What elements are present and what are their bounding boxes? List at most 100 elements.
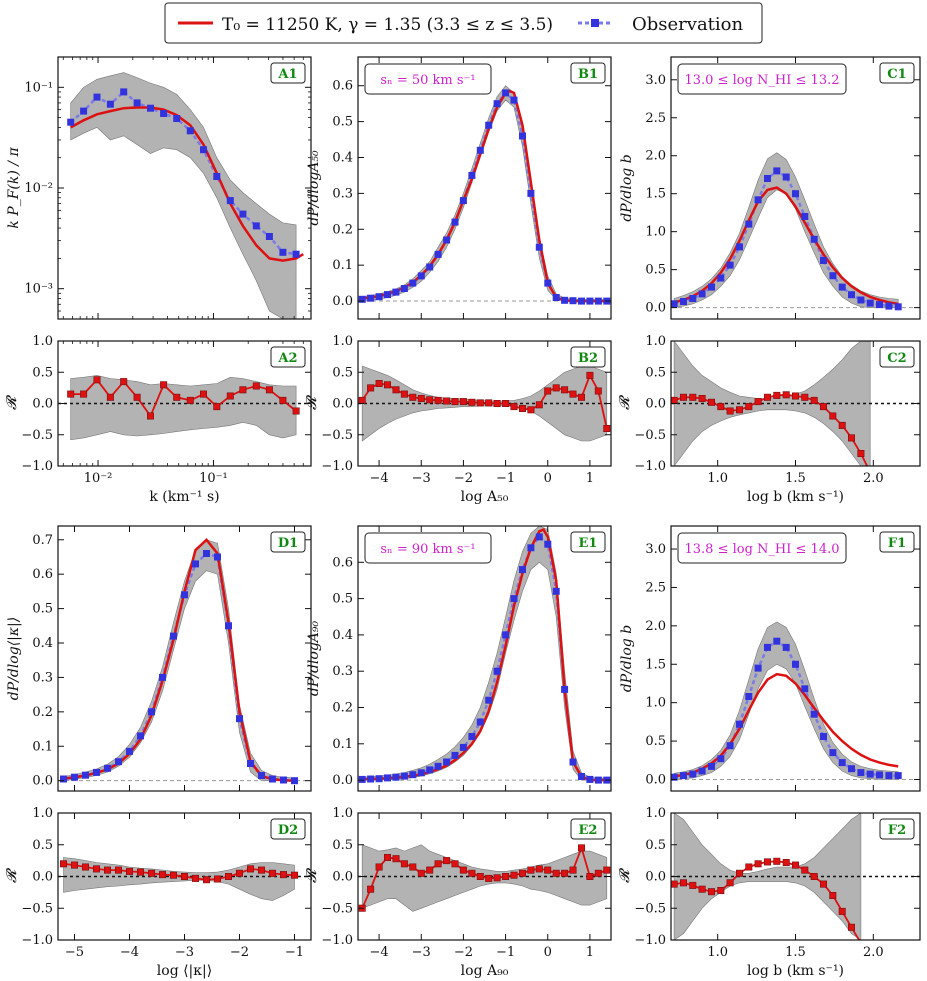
obs-point [417,272,425,280]
model-line [362,89,607,303]
x-axis-label: log ⟨|κ|⟩ [157,963,212,979]
residual-point [451,860,459,868]
obs-point [689,295,697,302]
obs-point [578,297,585,305]
residual-point [247,865,255,873]
obs-point [67,118,75,126]
obs-point [265,233,273,240]
residual-point [148,869,156,877]
obs-point [594,776,602,784]
residual-point [468,398,476,406]
residual-point [383,381,391,389]
y-axis-label: dP/dlog⟨|κ|⟩ [6,617,22,700]
y-tick-label: 0.0 [332,397,353,412]
x-axis-label: log b (km s⁻¹) [747,489,844,505]
residual-point [671,396,678,404]
obs-point [106,100,114,108]
x-tick-label: 2.0 [863,471,884,486]
y-tick-label: −1.0 [321,933,353,948]
y-tick-label: 1.5 [645,657,666,672]
obs-point [829,749,837,757]
residual-point [819,880,827,888]
x-tick-label: 1 [586,471,594,486]
plot-area [58,857,311,901]
obs-line [362,91,607,303]
residual-point [707,888,715,896]
x-tick-label: 0 [544,471,552,486]
y-tick-label: 10⁻³ [24,282,53,297]
obs-point [170,632,177,640]
residual-point [213,403,221,411]
obs-point [866,770,874,778]
y-tick-label: −0.5 [21,428,53,443]
y-tick-label: 2.5 [645,580,666,595]
obs-point [367,775,375,783]
panel-tag-box [570,531,606,553]
plot-area [358,365,611,442]
residual-point [115,866,123,874]
residual-point [147,412,155,420]
obs-point [810,710,818,718]
obs-point [126,747,133,755]
plot-area [671,813,920,940]
obs-point [519,132,526,140]
residual-point [159,871,167,879]
obs-point [544,279,552,287]
x-tick-label: −1 [496,945,515,960]
obs-point [280,776,287,784]
y-tick-label: 2.5 [645,111,666,126]
residual-point [358,396,366,404]
y-axis-label: k P_F(k) / π [6,147,22,229]
obs-point [375,775,383,783]
obs-point [104,764,111,772]
obs-point [736,720,743,728]
annotation-text: 13.8 ≤ log N_HI ≤ 14.0 [685,542,840,557]
residual-point [773,391,781,399]
obs-point [857,769,865,777]
x-tick-label: 1.0 [707,471,728,486]
obs-line [63,552,295,782]
y-axis-label: 𝓡 [304,867,320,883]
x-tick-label: −1 [285,945,304,960]
residual-point [236,869,244,877]
residual-point [367,885,375,893]
y-tick-label: 0.4 [32,636,53,651]
obs-point [782,173,790,181]
obs-point [535,533,543,541]
residual-point [763,393,771,401]
residual-point [82,863,90,871]
residual-point [829,891,837,899]
residual-point [392,855,400,863]
panel-tag-box [570,62,606,84]
residual-point [544,387,552,395]
panel-d2: −5 −4 −3 −2 −1 −1.0 −0.5 0.0 0.5 1.0 log ⟨|κ|⟩ 𝓡 D2 [4,806,312,979]
y-tick-label: 0.0 [32,774,53,789]
residual-point [569,866,577,874]
residual-point [383,853,391,861]
panel-c1: 0.0 0.5 1.0 1.5 2.0 2.5 3.0 dP/dlog b C1 13.0 ≤ l… [619,56,921,320]
obs-point [717,755,725,763]
y-tick-label: 1.0 [645,806,666,821]
obs-point [848,291,855,299]
obs-point [698,290,706,298]
panel-b2: −4 −3 −2 −1 0 1 −1.0 −0.5 0.0 0.5 1.0 log A₅₀ 𝓡 B2 [304,334,612,505]
panel-tag: B2 [578,351,598,366]
x-tick-label: −4 [369,471,388,486]
x-tick-label: −2 [230,945,249,960]
plot-area [58,537,311,785]
panel-tag-box [570,346,606,368]
residual-point [239,386,247,394]
panel-tag-box [570,818,606,840]
residual-point [485,399,493,407]
y-tick-label: −1.0 [21,459,53,474]
y-tick-label: 1.0 [645,334,666,349]
obs-point [358,295,366,303]
y-tick-label: 0.2 [332,222,353,237]
x-tick-label: 0 [544,945,552,960]
obs-point [773,167,781,175]
y-tick-label: 0.7 [32,533,53,548]
obs-point [384,291,391,299]
residual-point [409,393,417,401]
obs-point [203,550,210,557]
